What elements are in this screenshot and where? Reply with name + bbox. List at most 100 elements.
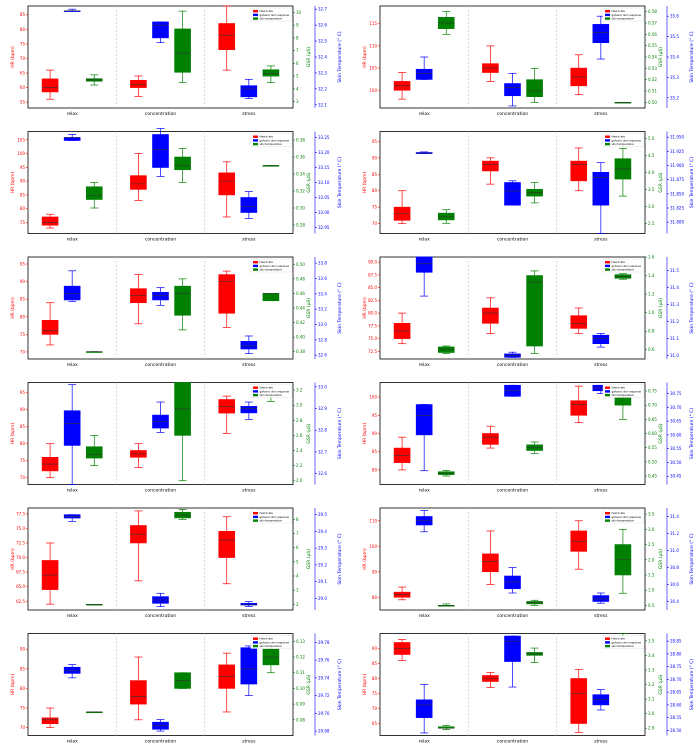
box-hr-relax — [393, 436, 411, 471]
temp-axis-label: Skin Temperature (° C) — [337, 533, 343, 585]
temp-tick-label: 31.950 — [670, 135, 684, 140]
hr-tick-label: 80 — [372, 676, 378, 681]
category-label-stress: stress — [594, 488, 608, 494]
legend-swatch — [605, 142, 610, 146]
gsr-axis-label: GSR (µS) — [658, 172, 664, 192]
hr-tick-label: 90 — [372, 569, 378, 574]
box-gsr-concentration — [174, 509, 191, 520]
box-gsr-concentration — [174, 148, 191, 183]
panel-9: 62.5 65.0 67.5 70.0 72.5 75.0 77.5 HR (bpm) 2 3 4 5… — [10, 507, 343, 619]
category-label-stress: stress — [242, 111, 256, 117]
gsr-tick-label: 3.0 — [648, 527, 655, 532]
box-body — [174, 156, 191, 171]
category-label-relax: relax — [67, 237, 79, 243]
hr-tick-label: 105 — [17, 137, 25, 142]
legend-frame — [602, 133, 645, 147]
box-gsr-relax — [437, 11, 455, 35]
legend-swatch — [605, 393, 610, 397]
temp-tick-label: 33.10 — [318, 180, 330, 185]
legend-swatch — [605, 644, 610, 648]
gsr-tick-label: 0.11 — [296, 670, 305, 675]
temp-tick-label: 31.2 — [670, 319, 679, 324]
box-body — [41, 78, 59, 93]
hr-axis-label: HR (bpm) — [10, 422, 16, 444]
gsr-tick-label: 0.48 — [296, 276, 305, 281]
box-gsr-relax — [437, 209, 455, 224]
temp-tick-label: 33.0 — [318, 384, 327, 389]
box-hr-stress — [570, 669, 588, 733]
gsr-tick-label: 0.70 — [648, 403, 657, 408]
gsr-tick-label: 5 — [296, 74, 299, 79]
box-body — [152, 21, 169, 39]
legend-swatch — [605, 637, 610, 640]
hr-tick-label: 85 — [372, 449, 378, 454]
hr-tick-label: 85 — [372, 172, 378, 177]
legend-swatch — [605, 515, 610, 519]
legend-entry: skin temperature — [612, 268, 635, 272]
box-gsr-concentration — [526, 67, 543, 103]
box-gsr-concentration — [174, 278, 191, 331]
legend-frame — [250, 258, 293, 273]
hr-tick-label: 75.0 — [368, 336, 377, 341]
temp-tick-label: 29.68 — [318, 729, 330, 734]
box-hr-concentration — [130, 656, 147, 721]
hr-tick-label: 90 — [20, 647, 26, 652]
box-gsr-concentration — [174, 10, 191, 83]
box-temp-relax — [63, 134, 81, 141]
hr-tick-label: 70 — [20, 349, 26, 354]
legend-entry: skin temperature — [612, 644, 635, 648]
category-label-relax: relax — [67, 613, 79, 619]
temp-tick-label: 31.900 — [670, 163, 684, 168]
hr-tick-label: 77.5 — [368, 323, 377, 328]
box-gsr-relax — [437, 724, 455, 731]
legend-swatch — [605, 386, 610, 389]
category-label-concentration: concentration — [145, 111, 176, 117]
box-hr-relax — [41, 69, 59, 100]
hr-tick-label: 62.5 — [16, 599, 25, 604]
temp-tick-label: 29.76 — [318, 658, 330, 663]
gsr-tick-label: 1.6 — [648, 255, 655, 260]
temp-tick-label: 35.6 — [670, 14, 679, 19]
legend-swatch — [605, 519, 610, 522]
panel-1: 55 60 65 70 75 80 85 HR (bpm) 3 4 5 6 7 8 9 10 GSR (µS) 3… — [10, 5, 343, 117]
box-body — [482, 160, 499, 172]
box-gsr-stress — [614, 273, 632, 280]
temp-tick-label: 31.825 — [670, 206, 684, 211]
hr-tick-label: 100 — [369, 395, 377, 400]
category-label-stress: stress — [242, 739, 256, 745]
category-label-concentration: concentration — [497, 237, 528, 243]
hr-tick-label: 95 — [20, 390, 26, 395]
box-temp-concentration — [504, 180, 521, 206]
legend-swatch — [605, 641, 610, 644]
gsr-tick-label: 7 — [296, 48, 299, 53]
box-body — [526, 79, 543, 97]
temp-axis-label: Skin Temperature (° C) — [689, 659, 695, 711]
box-gsr-concentration — [526, 270, 543, 354]
box-hr-concentration — [482, 672, 499, 688]
legend-entry: galvanic skin response — [260, 13, 290, 17]
gsr-tick-label: 5.0 — [648, 136, 655, 141]
hr-tick-label: 70 — [372, 706, 378, 711]
legend-swatch — [253, 393, 258, 397]
gsr-tick-label: 0.55 — [648, 445, 657, 450]
box-temp-relax — [63, 514, 81, 522]
panel-10: 80 90 100 110 HR (bpm) 0.5 1.0 1.5 2.0 2.5 3.0 3.5 G… — [362, 507, 695, 619]
box-gsr-concentration — [526, 182, 543, 204]
box-body — [504, 182, 521, 206]
legend-swatch — [253, 390, 258, 393]
gsr-tick-label: 0.50 — [648, 459, 657, 464]
gsr-tick-label: 0.38 — [296, 349, 305, 354]
gsr-tick-label: 0.58 — [648, 9, 657, 14]
box-gsr-relax — [437, 469, 455, 477]
hr-tick-label: 75 — [372, 691, 378, 696]
hr-tick-label: 85 — [20, 297, 26, 302]
hr-tick-label: 82.5 — [368, 298, 377, 303]
gsr-axis-label: GSR (µS) — [658, 549, 664, 569]
legend-frame — [602, 7, 645, 22]
hr-tick-label: 115 — [369, 21, 377, 26]
hr-tick-label: 80 — [20, 686, 26, 691]
gsr-tick-label: 0.46 — [296, 291, 305, 296]
category-label-concentration: concentration — [145, 739, 176, 745]
